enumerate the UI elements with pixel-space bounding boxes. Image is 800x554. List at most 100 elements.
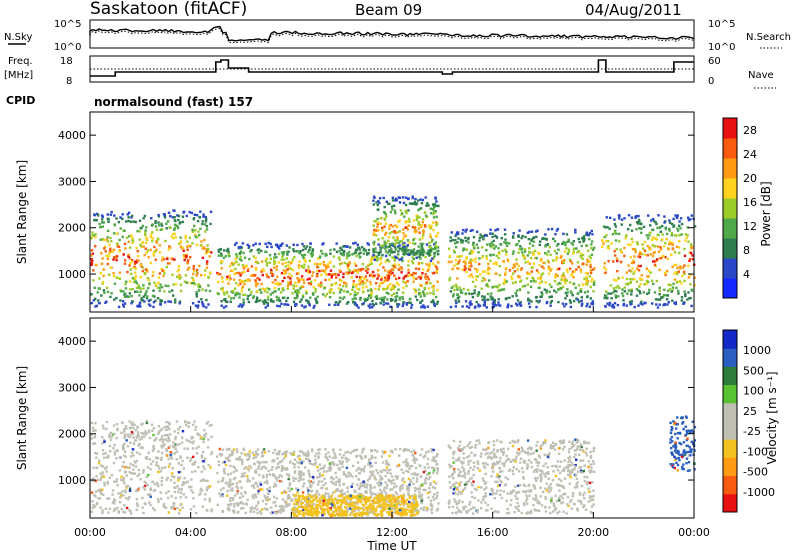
velocity-echo-cell (282, 508, 285, 511)
power-echo-cell (268, 254, 272, 257)
velocity-echo-cell (254, 469, 257, 472)
power-echo-cell (579, 288, 583, 291)
velocity-echo-cell (413, 473, 416, 476)
power-echo-cell (395, 281, 399, 285)
velocity-echo-cell (273, 482, 277, 486)
power-echo-cell (394, 295, 397, 299)
velocity-echo-cell (124, 455, 127, 459)
velocity-echo-cell (385, 459, 388, 463)
velocity-echo-cell (277, 451, 281, 454)
power-echo-cell (140, 226, 143, 230)
velocity-echo-cell (118, 455, 122, 459)
power-echo-cell (231, 291, 235, 294)
velocity-echo-cell (162, 503, 166, 506)
velocity-echo-cell (297, 473, 301, 476)
velocity-echo-cell (115, 457, 118, 460)
velocity-echo-cell (219, 488, 223, 491)
power-echo-cell (547, 272, 551, 275)
velocity-echo-cell (359, 492, 363, 496)
power-echo-cell (379, 258, 382, 261)
power-echo-cell (205, 306, 208, 309)
power-echo-cell (168, 262, 171, 265)
power-echo-cell (399, 266, 402, 270)
power-echo-cell (448, 276, 452, 280)
power-echo-cell (603, 296, 606, 300)
power-echo-cell (507, 303, 510, 306)
power-echo-cell (217, 292, 220, 296)
velocity-echo-cell (346, 490, 350, 493)
velocity-echo-cell (168, 445, 172, 448)
power-echo-cell (645, 279, 649, 283)
velocity-echo-cell (229, 497, 232, 500)
velocity-echo-cell (435, 509, 439, 512)
velocity-echo-cell (374, 449, 377, 452)
power-echo-cell (550, 227, 554, 231)
power-echo-cell (373, 256, 377, 259)
power-echo-cell (471, 280, 475, 283)
velocity-echo-cell (190, 478, 193, 481)
velocity-echo-cell (130, 422, 133, 425)
velocity-echo-cell (233, 466, 236, 470)
velocity-echo-cell (189, 459, 192, 462)
velocity-echo-cell (152, 433, 155, 437)
power-echo-cell (492, 300, 495, 303)
power-echo-cell (402, 252, 405, 256)
power-echo-cell (491, 243, 495, 246)
power-echo-cell (430, 240, 433, 243)
velocity-echo-cell (128, 420, 131, 423)
velocity-echo-cell (420, 493, 424, 496)
power-echo-cell (118, 238, 121, 242)
power-echo-cell (158, 272, 162, 275)
power-echo-cell (193, 224, 196, 228)
power-echo-cell (417, 267, 421, 271)
power-echo-cell (366, 268, 370, 271)
power-echo-cell (604, 305, 607, 308)
velocity-echo-cell (276, 457, 279, 460)
power-echo-cell (453, 288, 456, 292)
power-echo-cell (564, 302, 568, 306)
velocity-echo-cell (331, 461, 334, 464)
power-echo-cell (148, 282, 151, 285)
power-echo-cell (656, 226, 659, 230)
power-echo-cell (191, 242, 194, 245)
power-echo-cell (526, 231, 529, 234)
velocity-echo-cell (340, 499, 344, 502)
power-echo-cell (312, 286, 315, 289)
power-echo-cell (329, 252, 332, 255)
velocity-echo-cell (189, 508, 193, 511)
power-echo-cell (605, 290, 608, 293)
velocity-echo-cell (432, 469, 436, 472)
power-echo-cell (642, 247, 645, 250)
power-echo-cell (307, 250, 310, 254)
power-echo-cell (204, 220, 208, 223)
power-echo-cell (145, 251, 148, 254)
velocity-echo-cell (297, 494, 301, 497)
power-echo-cell (528, 242, 532, 245)
power-echo-cell (179, 245, 183, 248)
power-echo-cell (488, 242, 492, 246)
velocity-echo-cell (233, 511, 236, 514)
velocity-echo-cell (307, 458, 310, 461)
velocity-echo-cell (427, 466, 430, 469)
power-echo-cell (470, 273, 473, 276)
power-echo-cell (455, 233, 458, 236)
velocity-echo-cell (385, 493, 388, 496)
velocity-echo-cell (200, 436, 203, 439)
power-echo-cell (429, 249, 432, 252)
power-echo-cell (302, 256, 305, 259)
power-echo-cell (487, 279, 491, 282)
velocity-echo-cell (328, 455, 331, 458)
power-echo-cell (516, 299, 520, 302)
power-echo-cell (167, 248, 170, 251)
power-echo-cell (452, 295, 455, 298)
power-echo-cell (90, 262, 94, 265)
power-echo-cell (669, 242, 673, 246)
velocity-echo-cell (238, 458, 241, 461)
power-echo-cell (167, 300, 170, 303)
power-echo-cell (110, 240, 113, 243)
power-echo-cell (138, 219, 142, 222)
velocity-echo-cell (164, 434, 167, 437)
power-echo-cell (422, 253, 425, 256)
power-echo-cell (362, 302, 365, 305)
power-echo-cell (651, 244, 655, 247)
